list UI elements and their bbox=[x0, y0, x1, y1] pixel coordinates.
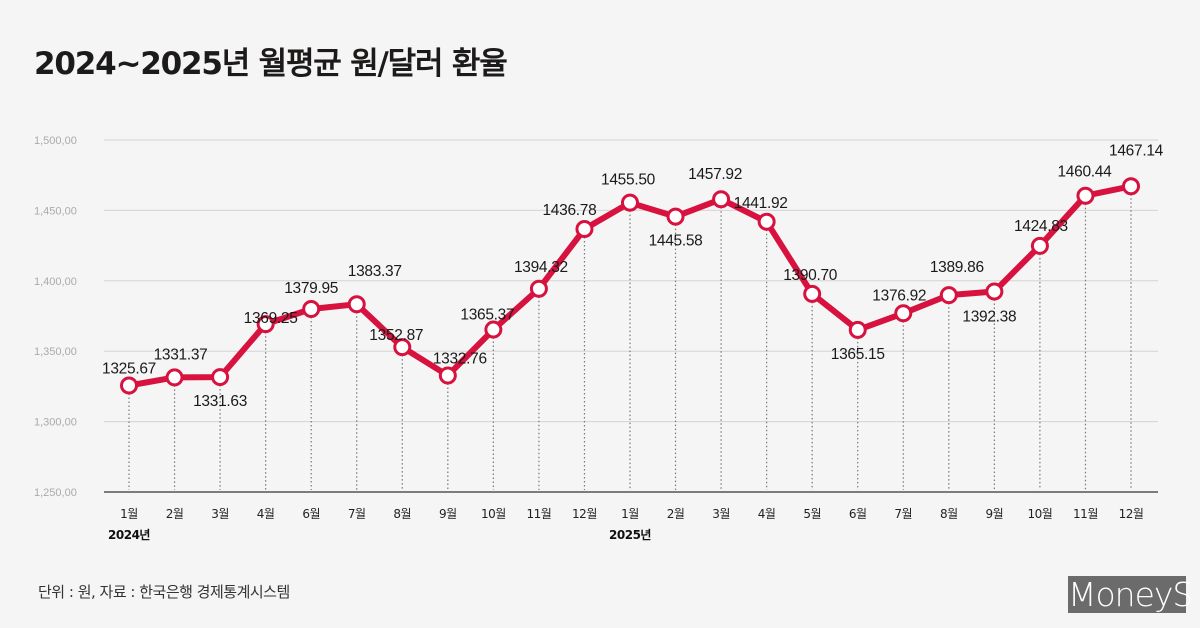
data-point bbox=[757, 212, 776, 231]
x-tick-label: 11월 bbox=[1073, 507, 1098, 521]
data-label: 1457.92 bbox=[688, 166, 742, 183]
data-point bbox=[712, 190, 731, 209]
data-point bbox=[484, 320, 503, 339]
chart-title: 2024~2025년 월평균 원/달러 환율 bbox=[34, 46, 508, 82]
data-label: 1369.25 bbox=[244, 310, 298, 327]
year-label: 2025년 bbox=[609, 528, 651, 542]
x-tick-label: 1월 bbox=[120, 507, 138, 521]
data-point bbox=[1122, 177, 1140, 196]
x-tick-label: 8월 bbox=[940, 507, 958, 521]
x-tick-label: 6월 bbox=[302, 507, 320, 521]
moneys-logo: MoneyS bbox=[1068, 575, 1193, 614]
data-point bbox=[621, 193, 639, 212]
data-label: 1460.44 bbox=[1057, 164, 1112, 181]
y-axis: 1,250,00 1,300,00 1,350,00 1,400,00 1,450,00… bbox=[34, 135, 77, 499]
y-tick-label: 1,500,00 bbox=[34, 135, 77, 147]
x-tick-label: 7월 bbox=[348, 507, 366, 521]
drop-lines bbox=[128, 194, 1132, 490]
x-tick-label: 9월 bbox=[439, 507, 457, 521]
data-label: 1332.76 bbox=[433, 350, 487, 367]
data-point bbox=[165, 368, 184, 387]
x-tick-label: 8월 bbox=[393, 507, 411, 521]
x-tick-label: 10월 bbox=[481, 507, 506, 521]
data-point bbox=[1076, 186, 1095, 205]
x-tick-label: 2월 bbox=[667, 507, 685, 521]
data-label: 1394.32 bbox=[514, 259, 568, 276]
y-tick-label: 1,300,00 bbox=[34, 417, 77, 429]
data-point bbox=[120, 376, 138, 395]
data-label: 1392.38 bbox=[962, 309, 1016, 326]
year-label: 2024년 bbox=[108, 528, 150, 542]
data-label: 1331.37 bbox=[154, 346, 208, 363]
data-label: 1389.86 bbox=[930, 259, 984, 276]
x-tick-label: 6월 bbox=[849, 507, 867, 521]
x-tick-label: 12월 bbox=[572, 507, 597, 521]
x-tick-label: 3월 bbox=[712, 507, 730, 521]
x-tick-label: 3월 bbox=[211, 507, 229, 521]
data-label: 1325.67 bbox=[102, 360, 156, 377]
data-point bbox=[302, 300, 321, 319]
y-tick-label: 1,400,00 bbox=[34, 276, 77, 288]
data-point bbox=[211, 368, 230, 387]
source-note: 단위 : 원, 자료 : 한국은행 경제통계시스템 bbox=[38, 583, 290, 601]
data-label: 1376.92 bbox=[872, 287, 926, 304]
x-tick-label: 4월 bbox=[758, 507, 776, 521]
data-point bbox=[438, 366, 457, 385]
data-markers bbox=[120, 177, 1140, 395]
data-label: 1365.15 bbox=[831, 346, 885, 363]
data-label: 1467.14 bbox=[1109, 142, 1164, 159]
data-point bbox=[256, 315, 275, 334]
data-label: 1445.58 bbox=[649, 233, 703, 250]
data-label: 1331.63 bbox=[193, 393, 247, 410]
data-label: 1379.95 bbox=[284, 280, 338, 297]
data-point bbox=[347, 295, 366, 314]
data-point bbox=[529, 279, 548, 298]
x-tick-label: 12월 bbox=[1119, 507, 1144, 521]
data-point bbox=[575, 220, 594, 239]
data-point bbox=[393, 338, 412, 357]
data-label: 1390.70 bbox=[783, 267, 838, 284]
data-label: 1383.37 bbox=[348, 263, 402, 280]
x-tick-label: 1월 bbox=[621, 507, 639, 521]
data-label: 1441.92 bbox=[734, 195, 788, 212]
data-point bbox=[894, 304, 913, 323]
data-label: 1455.50 bbox=[601, 172, 656, 189]
x-tick-label: 7월 bbox=[894, 507, 912, 521]
data-point bbox=[1030, 236, 1049, 255]
x-tick-label: 5월 bbox=[803, 507, 821, 521]
data-label: 1436.78 bbox=[542, 202, 596, 219]
data-point bbox=[666, 207, 685, 226]
x-tick-label: 11월 bbox=[527, 507, 552, 521]
x-axis: 1월 2월 3월 4월 6월 7월 8월 9월 10월 11월 12월 1월 2월 3월 4월 5월 6월 7월 8… bbox=[108, 507, 1144, 542]
data-point bbox=[848, 320, 867, 339]
data-point bbox=[803, 284, 822, 303]
x-tick-label: 9월 bbox=[986, 507, 1004, 521]
y-tick-label: 1,350,00 bbox=[34, 346, 77, 358]
data-label: 1365.37 bbox=[460, 307, 514, 324]
data-label: 1352.87 bbox=[369, 327, 423, 344]
data-label: 1424.83 bbox=[1014, 218, 1068, 235]
y-tick-label: 1,450,00 bbox=[34, 205, 77, 217]
x-tick-label: 4월 bbox=[257, 507, 275, 521]
data-point bbox=[985, 282, 1004, 301]
y-tick-label: 1,250,00 bbox=[34, 487, 77, 499]
x-tick-label: 10월 bbox=[1028, 507, 1053, 521]
x-tick-label: 2월 bbox=[166, 507, 184, 521]
data-point bbox=[939, 286, 958, 305]
